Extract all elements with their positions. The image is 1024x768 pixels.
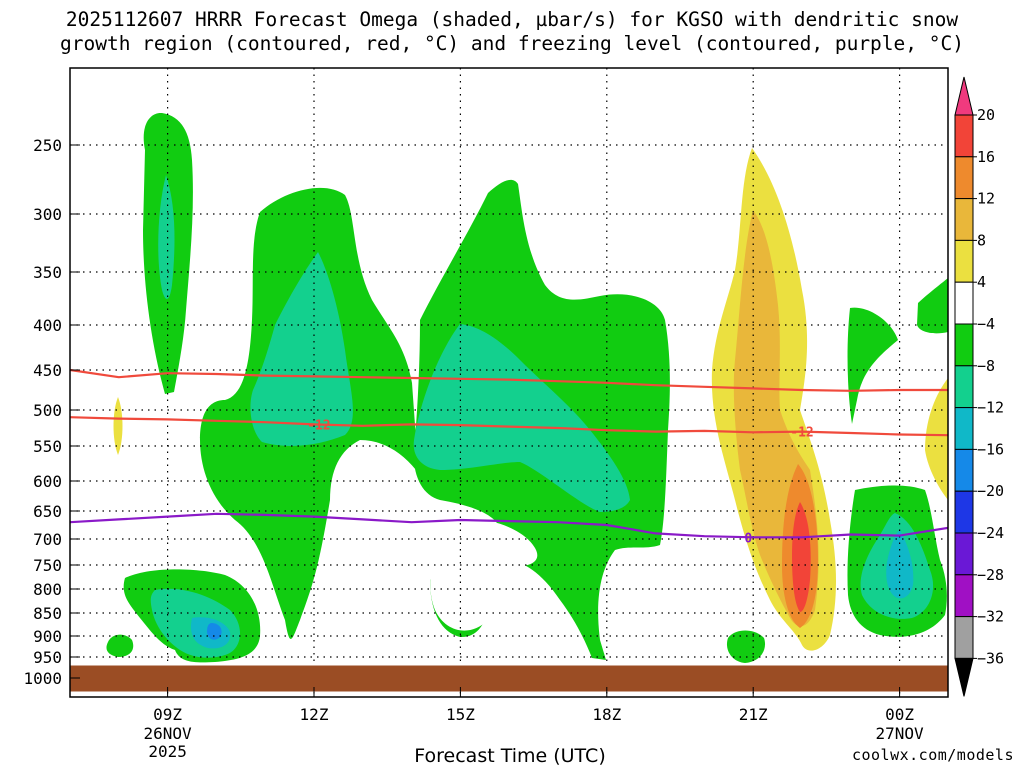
series-line-0 bbox=[70, 368, 948, 392]
omega-region-green-small-21z bbox=[726, 630, 766, 663]
colorbar-swatch-12 bbox=[954, 574, 974, 618]
ytick-label-350: 350 bbox=[33, 263, 62, 282]
x-axis-label: Forecast Time (UTC) bbox=[414, 745, 606, 767]
colorbar-label-0: 20 bbox=[977, 106, 995, 124]
contour-label-1: -12 bbox=[790, 426, 813, 441]
ytick-label-900: 900 bbox=[33, 627, 62, 646]
contour-lines bbox=[70, 368, 948, 539]
omega-shading bbox=[106, 112, 948, 663]
ytick-label-550: 550 bbox=[33, 437, 62, 456]
xtick-label-09Z: 09Z bbox=[153, 705, 182, 724]
plot-frame bbox=[69, 67, 949, 698]
ytick-label-450: 450 bbox=[33, 361, 62, 380]
omega-region-green-right-edge bbox=[917, 278, 948, 334]
colorbar-label-7: −12 bbox=[977, 399, 1004, 417]
colorbar-swatch-9 bbox=[954, 448, 974, 492]
ytick-label-500: 500 bbox=[33, 401, 62, 420]
colorbar-label-12: −32 bbox=[977, 608, 1004, 626]
colorbar-swatch-1 bbox=[954, 114, 974, 158]
colorbar-label-13: −36 bbox=[977, 649, 1004, 667]
xtick-label-00Z: 00Z bbox=[885, 705, 914, 724]
omega-region-yellow-08z bbox=[113, 397, 123, 455]
colorbar-swatch-6 bbox=[954, 323, 974, 367]
ytick-label-950: 950 bbox=[33, 648, 62, 667]
omega-region-yellow-right-edge bbox=[925, 378, 948, 500]
ground-surface bbox=[70, 665, 948, 692]
colorbar-swatch-13 bbox=[954, 616, 974, 659]
ytick-label-800: 800 bbox=[33, 580, 62, 599]
series-line-2 bbox=[70, 512, 948, 539]
omega-region-teal-central-right bbox=[413, 324, 630, 512]
colorbar-label-8: −16 bbox=[977, 440, 1004, 458]
ytick-label-1000: 1000 bbox=[23, 669, 62, 688]
ytick-label-600: 600 bbox=[33, 472, 62, 491]
colorbar-swatch-11 bbox=[954, 532, 974, 576]
xtick-year-09Z: 2025 bbox=[148, 742, 187, 761]
colorbar-label-9: −20 bbox=[977, 482, 1004, 500]
colorbar: 20 16 12 8 4 −4 −8 −12 −16 −20 −24 −28 −32 −36 bbox=[954, 76, 1004, 697]
xtick-label-15Z: 15Z bbox=[446, 705, 475, 724]
ytick-label-750: 750 bbox=[33, 556, 62, 575]
omega-region-teal-early-column bbox=[158, 175, 175, 300]
colorbar-label-2: 12 bbox=[977, 190, 995, 208]
colorbar-swatch-3 bbox=[954, 198, 974, 241]
colorbar-swatch-4 bbox=[954, 239, 974, 283]
colorbar-label-4: 4 bbox=[977, 273, 986, 291]
colorbar-label-10: −24 bbox=[977, 524, 1004, 542]
xtick-label-12Z: 12Z bbox=[300, 705, 329, 724]
ytick-label-300: 300 bbox=[33, 205, 62, 224]
xtick-date-09Z: 26NOV bbox=[144, 724, 193, 743]
ytick-label-400: 400 bbox=[33, 316, 62, 335]
contour-labels: -12 -12 0 bbox=[307, 418, 814, 546]
y-axis-ticks: 250 300 350 400 450 500 550 600 650 700 750 800 850 9… bbox=[23, 136, 80, 688]
vertical-gridlines bbox=[167, 68, 901, 697]
omega-region-green-right-upper bbox=[847, 307, 898, 424]
xtick-label-21Z: 21Z bbox=[739, 705, 768, 724]
colorbar-label-1: 16 bbox=[977, 148, 995, 166]
xtick-label-18Z: 18Z bbox=[592, 705, 621, 724]
colorbar-label-5: −4 bbox=[977, 315, 995, 333]
credit-text: coolwx.com/models bbox=[851, 746, 1014, 764]
omega-region-blue-lower-left bbox=[207, 623, 222, 640]
omega-region-green-small-bottom-left bbox=[106, 634, 134, 657]
omega-region-cyan-right-lower bbox=[886, 530, 914, 599]
colorbar-swatch-7 bbox=[954, 365, 974, 409]
colorbar-swatch-0 bbox=[954, 76, 974, 116]
contour-label-0: -12 bbox=[307, 418, 330, 433]
ytick-label-850: 850 bbox=[33, 604, 62, 623]
colorbar-swatch-14 bbox=[954, 657, 974, 697]
chart-title-line-2: growth region (contoured, red, °C) and f… bbox=[60, 32, 964, 55]
omega-region-white-hole bbox=[430, 519, 538, 631]
xtick-date-00Z: 27NOV bbox=[876, 724, 925, 743]
colorbar-label-6: −8 bbox=[977, 357, 995, 375]
colorbar-swatch-8 bbox=[954, 407, 974, 450]
omega-region-red-22z bbox=[792, 502, 811, 612]
omega-region-teal-central-left bbox=[250, 252, 353, 446]
series-line-1 bbox=[70, 416, 948, 437]
colorbar-label-3: 8 bbox=[977, 231, 986, 249]
colorbar-swatch-5 bbox=[954, 281, 974, 325]
colorbar-swatch-2 bbox=[954, 156, 974, 200]
ytick-label-650: 650 bbox=[33, 502, 62, 521]
contour-label-2: 0 bbox=[744, 531, 752, 546]
colorbar-swatch-10 bbox=[954, 490, 974, 534]
ytick-label-250: 250 bbox=[33, 136, 62, 155]
ytick-label-700: 700 bbox=[33, 530, 62, 549]
colorbar-label-11: −28 bbox=[977, 566, 1004, 584]
chart-title-line-1: 2025112607 HRRR Forecast Omega (shaded, … bbox=[65, 8, 959, 31]
